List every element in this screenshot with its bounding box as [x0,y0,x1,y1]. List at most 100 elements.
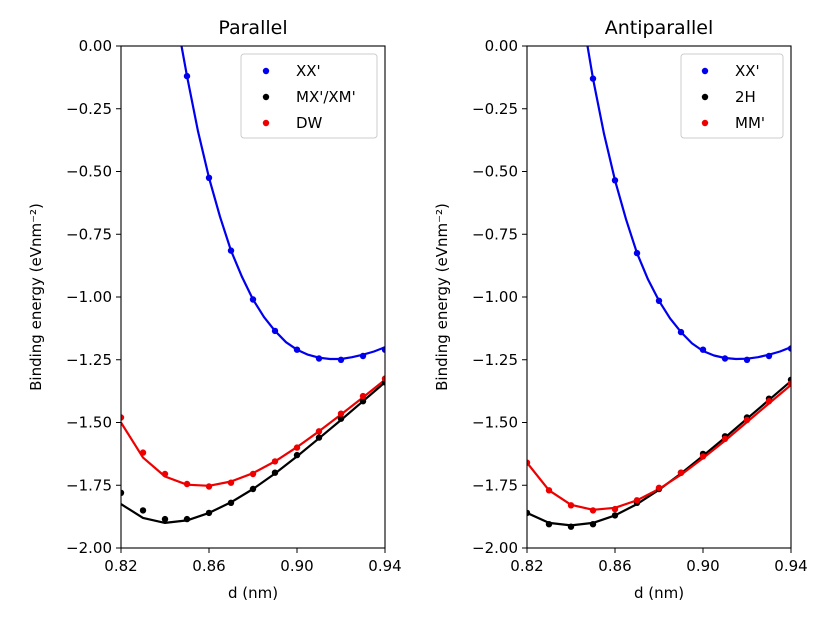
legend-marker-xx [262,67,270,75]
data-point [161,470,169,478]
data-point [161,515,169,523]
x-tick-label: 0.90 [686,557,719,575]
chart-title: Antiparallel [605,17,713,39]
antiparallel-panel: Antiparallel Binding energy (eVnm⁻²) d (… [433,17,808,602]
data-point [337,356,345,363]
y-tick-label: −2.00 [66,539,112,557]
chart-title: Parallel [218,17,287,39]
parallel-panel: Parallel Binding energy (eVnm⁻²) d (nm) … [27,17,402,602]
data-point [589,507,597,514]
data-point [677,469,685,476]
data-point [227,479,235,486]
legend: XX' MX'/XM' DW [240,53,378,139]
legend-label-dw: DW [296,114,323,132]
fit-line [586,46,791,361]
tick-group: 0.82 0.86 0.90 0.94 0.00 −0.25 −0.50 −0.75 −1.00… [472,37,808,575]
y-tick-label: −0.75 [472,225,518,243]
data-point [611,177,619,184]
data-point [721,435,729,442]
y-tick-label: 0.00 [485,37,518,55]
legend-marker-mx [262,93,270,101]
data-point [271,327,279,335]
data-point [183,515,191,523]
data-point [271,469,279,476]
data-point [249,296,257,303]
y-tick-label: −0.25 [66,100,112,118]
data-point [611,505,619,513]
legend: XX' 2H MM' [680,53,784,139]
x-axis-label: d (nm) [228,584,278,602]
y-tick-label: −0.50 [472,163,518,181]
data-point [765,352,773,360]
x-tick-label: 0.86 [598,557,631,575]
y-tick-label: −0.50 [66,163,112,181]
y-tick-label: −1.25 [472,351,518,369]
y-axis-label: Binding energy (eVnm⁻²) [27,203,45,391]
data-point [183,72,191,80]
legend-box [240,53,378,139]
legend-marker-mm [701,119,709,127]
data-point [121,414,125,421]
data-points [121,72,385,523]
y-tick-label: 0.00 [79,37,112,55]
data-point [205,483,213,490]
y-tick-label: −1.75 [472,476,518,494]
x-tick-label: 0.86 [192,557,225,575]
data-point [293,444,301,451]
x-tick-label: 0.90 [280,557,313,575]
legend-label-mx: MX'/XM' [296,88,356,106]
data-point [655,297,663,304]
data-point [359,352,367,360]
plot-frame [526,45,792,549]
data-point [743,416,751,424]
data-point [633,497,641,504]
data-point [699,346,707,353]
data-point [337,410,345,417]
legend-label-mm: MM' [735,114,765,132]
data-point [527,509,531,517]
data-point [293,346,301,353]
legend-marker-xx [701,67,709,75]
data-point [721,355,729,362]
data-point [139,507,147,514]
data-point [787,345,791,352]
data-point [359,398,367,405]
data-point [249,485,257,493]
y-tick-label: −1.00 [66,288,112,306]
data-point [337,415,345,422]
legend-label-xx: XX' [735,62,760,80]
data-point [381,346,385,353]
fit-line [180,46,385,361]
y-tick-label: −1.00 [472,288,518,306]
data-point [743,356,751,363]
data-point [567,523,575,530]
data-point [183,480,191,488]
data-point [271,458,279,465]
y-tick-label: −1.25 [66,351,112,369]
data-point [205,509,213,517]
data-point [315,355,323,362]
y-axis-label: Binding energy (eVnm⁻²) [433,203,451,391]
data-points [527,75,791,530]
data-point [139,449,147,456]
data-point [227,247,235,254]
x-axis-label: d (nm) [634,584,684,602]
data-point [227,499,235,506]
data-point [677,328,685,336]
data-point [249,470,257,478]
data-point [545,521,553,528]
data-point [527,459,531,466]
y-tick-label: −1.50 [472,414,518,432]
tick-group: 0.82 0.86 0.90 0.94 0.00 −0.25 −0.50 −0.75 −1.00… [66,37,402,575]
legend-marker-dw [262,119,270,127]
x-tick-label: 0.94 [774,557,807,575]
data-point [205,174,213,181]
data-point [293,451,301,459]
data-point [699,453,707,460]
x-tick-label: 0.82 [104,557,137,575]
data-point [787,380,791,387]
x-tick-label: 0.94 [368,557,401,575]
plot-frame [120,45,386,549]
y-tick-label: −1.50 [66,414,112,432]
